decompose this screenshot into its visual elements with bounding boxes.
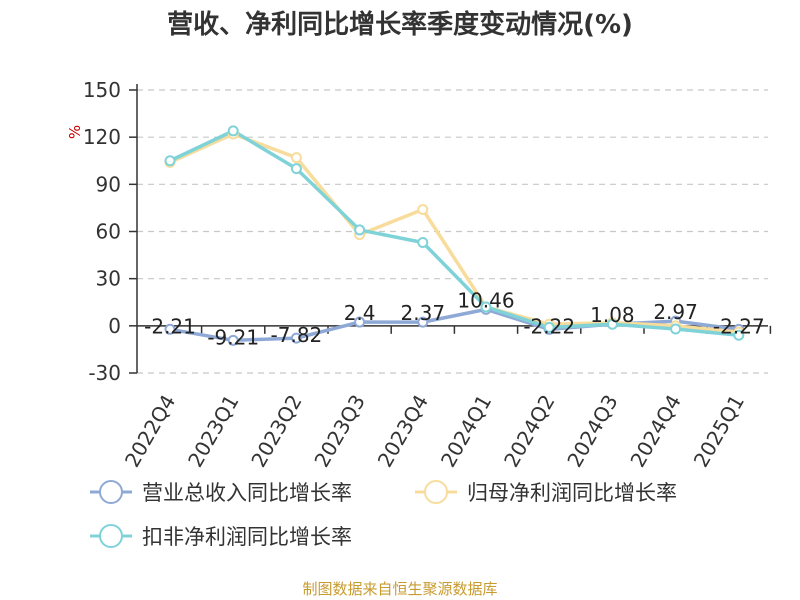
- y-tick-label: -30: [88, 361, 121, 385]
- y-tick-label: 30: [96, 267, 121, 291]
- data-point-s2-9: [733, 329, 745, 341]
- x-tick-label: 2022Q4: [120, 391, 180, 472]
- data-label: 1.08: [590, 303, 635, 327]
- x-tick-label: 2024Q4: [625, 391, 685, 472]
- x-tick-label: 2023Q1: [183, 391, 243, 472]
- source-note: 制图数据来自恒生聚源数据库: [302, 580, 498, 598]
- data-point-s1-4: [417, 203, 429, 215]
- data-label: -2.27: [713, 314, 765, 338]
- data-point-s2-1: [227, 125, 239, 137]
- legend-marker-2: [99, 524, 123, 548]
- y-tick-label: 0: [108, 314, 121, 338]
- y-tick-label: 150: [83, 78, 121, 102]
- series-line-2: [169, 129, 739, 338]
- legend-marker-1: [424, 480, 448, 504]
- data-point-s0-1: [227, 334, 239, 346]
- data-point-s2-2: [290, 163, 302, 175]
- chart-title: 营收、净利同比增长率季度变动情况(%): [167, 10, 633, 40]
- data-label: -9.21: [207, 325, 259, 349]
- data-label: 2.97: [653, 300, 698, 324]
- y-tick-label: 120: [83, 125, 121, 149]
- x-tick-label: 2024Q2: [499, 391, 559, 472]
- data-point-s0-2: [290, 332, 302, 344]
- data-label: -2.21: [144, 314, 196, 338]
- x-tick-label: 2023Q4: [373, 391, 433, 472]
- x-tick-label: 2025Q1: [689, 391, 749, 472]
- data-point-s0-4: [417, 316, 429, 328]
- y-tick-label: 90: [96, 172, 121, 196]
- legend-marker-0: [99, 480, 123, 504]
- y-axis-unit-label: %: [66, 125, 84, 139]
- data-point-s2-6: [543, 321, 555, 333]
- data-point-s0-3: [354, 316, 366, 328]
- data-point-s2-0: [164, 155, 176, 167]
- data-label: 2.4: [344, 301, 376, 325]
- legend-label-1: 归母净利润同比增长率: [467, 481, 677, 505]
- legend-label-2: 扣非净利润同比增长率: [142, 525, 352, 549]
- series-line-1: [169, 132, 739, 334]
- data-point-s2-3: [354, 224, 366, 236]
- data-point-s1-2: [290, 152, 302, 164]
- x-tick-label: 2023Q3: [309, 391, 369, 472]
- legend-label-0: 营业总收入同比增长率: [142, 481, 352, 505]
- data-point-s2-8: [670, 323, 682, 335]
- x-tick-label: 2024Q1: [436, 391, 496, 472]
- data-label: 2.37: [401, 301, 446, 325]
- data-label: -7.82: [271, 323, 323, 347]
- data-label: 10.46: [457, 288, 514, 312]
- y-tick-label: 60: [96, 220, 121, 244]
- data-point-s0-0: [164, 323, 176, 335]
- x-tick-label: 2023Q2: [246, 391, 306, 472]
- x-tick-label: 2024Q3: [562, 391, 622, 472]
- data-point-s2-4: [417, 237, 429, 249]
- data-point-s2-5: [480, 301, 492, 313]
- data-point-s2-7: [606, 318, 618, 330]
- data-label: -2.22: [523, 314, 575, 338]
